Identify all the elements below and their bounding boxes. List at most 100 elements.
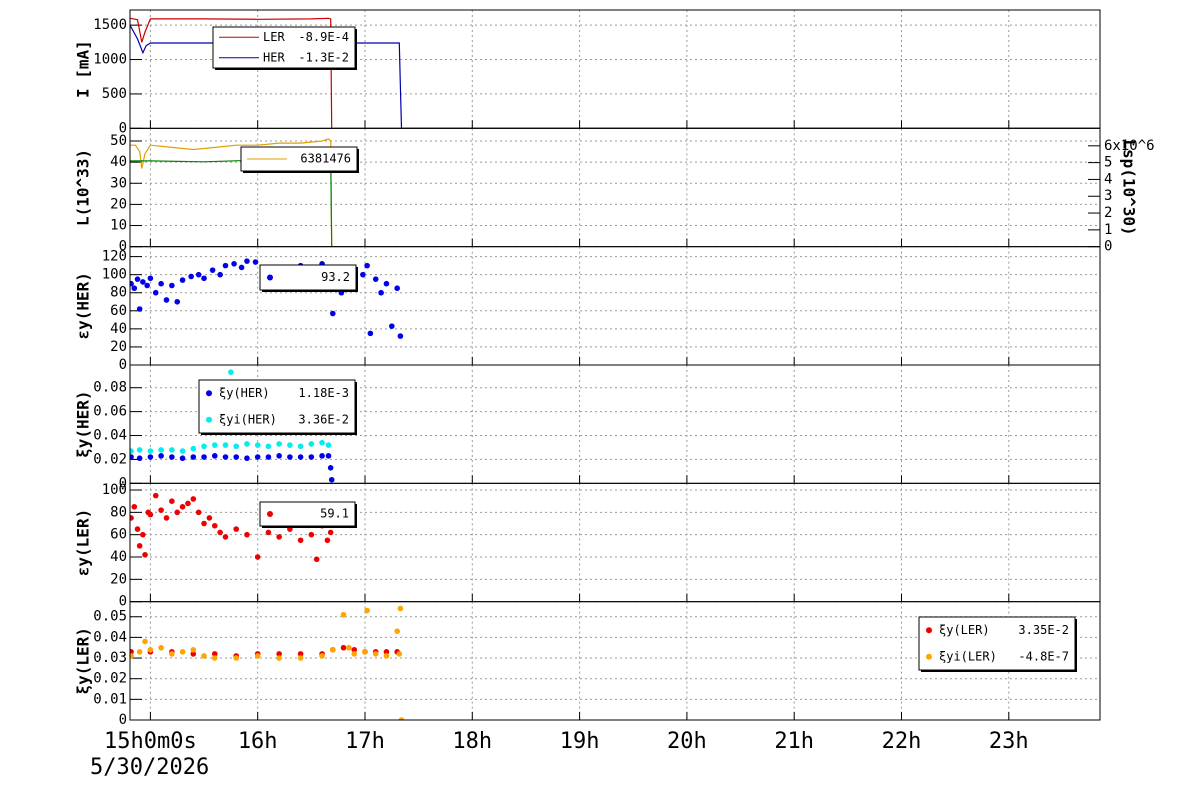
- point: [394, 628, 400, 634]
- x-tick-label: 22h: [882, 729, 922, 754]
- legend-value: -1.3E-2: [298, 50, 349, 64]
- point: [398, 717, 405, 721]
- legend-value: 3.35E-2: [1018, 623, 1069, 637]
- point: [308, 441, 315, 447]
- y-tick-label: 1500: [93, 17, 127, 33]
- y-tick-label: 0: [119, 120, 127, 136]
- point: [222, 534, 229, 540]
- y-tick-label: 0.01: [93, 691, 127, 707]
- point: [158, 644, 164, 651]
- point: [179, 448, 186, 454]
- y2-tick-label: 1: [1104, 222, 1112, 238]
- point: [231, 261, 237, 267]
- y-tick-label: 100: [102, 267, 127, 283]
- point: [244, 531, 250, 538]
- point: [351, 651, 358, 657]
- legend-value: 59.1: [320, 507, 349, 521]
- point: [140, 279, 146, 285]
- y-tick-label: 500: [102, 86, 127, 102]
- x-tick-label: 15h0m0s: [104, 729, 197, 754]
- point: [147, 511, 154, 518]
- point: [364, 262, 370, 269]
- point: [254, 442, 261, 448]
- point: [397, 333, 404, 339]
- point: [211, 453, 218, 459]
- y-axis-label: ξy(HER): [74, 390, 93, 457]
- legend-name: HER: [263, 50, 285, 64]
- legend: [212, 26, 356, 69]
- point: [201, 275, 207, 282]
- point: [130, 448, 134, 454]
- line: [130, 138, 333, 247]
- point: [209, 267, 216, 273]
- y-tick-label: 60: [110, 527, 127, 543]
- y-tick-label: 80: [110, 285, 127, 301]
- point: [276, 441, 282, 447]
- point: [397, 605, 404, 612]
- point: [265, 443, 272, 450]
- point: [244, 441, 250, 447]
- point: [217, 271, 223, 278]
- x-tick-label: 16h: [238, 729, 278, 754]
- point: [169, 454, 175, 460]
- point: [383, 653, 390, 659]
- y-tick-label: 0.03: [93, 650, 127, 666]
- point: [130, 515, 134, 521]
- y-axis-label: L(10^33): [74, 149, 93, 226]
- point: [174, 298, 181, 305]
- x-tick-label: 18h: [452, 729, 492, 754]
- legend-value: -8.9E-4: [298, 30, 349, 44]
- point: [297, 454, 304, 460]
- point: [287, 442, 293, 448]
- point: [329, 646, 336, 653]
- legend: [198, 379, 356, 434]
- point: [276, 453, 282, 459]
- y-tick-label: 0: [119, 594, 127, 610]
- point: [276, 651, 282, 657]
- point: [147, 275, 154, 282]
- point: [134, 526, 141, 532]
- point: [252, 259, 259, 265]
- point: [340, 611, 347, 618]
- point: [222, 262, 229, 269]
- point: [152, 492, 159, 499]
- point: [190, 445, 197, 452]
- point: [163, 297, 170, 303]
- point: [383, 649, 390, 655]
- point: [131, 503, 138, 510]
- point: [297, 443, 304, 450]
- point: [287, 454, 293, 460]
- frame: [129, 601, 1101, 721]
- legend-value: -4.8E-7: [1018, 649, 1069, 663]
- point: [147, 454, 154, 460]
- y-tick-label: 20: [110, 196, 127, 212]
- point: [265, 529, 272, 536]
- point: [396, 651, 403, 657]
- point: [211, 442, 218, 448]
- y-tick-label: 50: [110, 133, 127, 149]
- point: [233, 454, 240, 460]
- point: [297, 655, 304, 661]
- point: [136, 447, 143, 453]
- point: [325, 442, 332, 448]
- y2-tick-label: 0: [1104, 239, 1112, 255]
- point: [319, 453, 325, 459]
- point: [195, 271, 202, 278]
- y-tick-label: 0.04: [93, 629, 127, 645]
- y2-tick-label: 2: [1104, 205, 1112, 221]
- point: [228, 369, 234, 375]
- point: [195, 509, 202, 516]
- legend-swatch: [206, 416, 212, 423]
- point: [136, 306, 143, 312]
- point: [185, 500, 191, 507]
- point: [222, 454, 229, 460]
- y-tick-label: 0.02: [93, 451, 127, 467]
- point: [169, 651, 175, 657]
- y-tick-label: 0: [119, 357, 127, 373]
- y-tick-label: 100: [102, 482, 127, 498]
- y-axis-label: ξy(LER): [74, 627, 93, 694]
- y-tick-label: 80: [110, 504, 127, 520]
- point: [297, 537, 304, 544]
- point: [174, 509, 181, 516]
